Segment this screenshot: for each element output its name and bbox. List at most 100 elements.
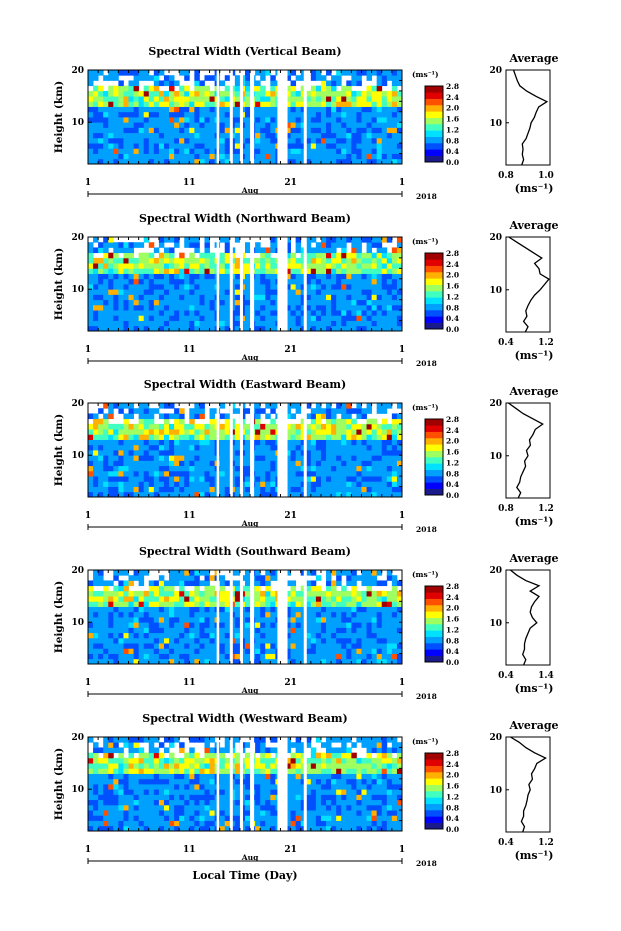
heatmap-cell bbox=[351, 627, 357, 634]
heatmap-cell bbox=[153, 137, 160, 144]
colorbar-tick-label: 2.8 bbox=[446, 249, 459, 258]
heatmap-cell bbox=[346, 158, 352, 165]
heatmap-cell bbox=[184, 320, 190, 327]
heatmap-cell bbox=[376, 403, 383, 409]
heatmap-cell bbox=[351, 476, 357, 482]
heatmap-cell bbox=[326, 632, 332, 639]
heatmap-cell bbox=[356, 143, 362, 149]
heatmap-cell bbox=[381, 653, 388, 660]
colorbar-swatch bbox=[425, 592, 443, 599]
heatmap-cell bbox=[300, 143, 307, 149]
heatmap-cell bbox=[128, 439, 134, 446]
heatmap-cell bbox=[148, 643, 155, 649]
heatmap-cell bbox=[224, 127, 231, 134]
heatmap-cell bbox=[326, 158, 332, 165]
heatmap-cell bbox=[270, 601, 276, 607]
heatmap-cell bbox=[163, 439, 170, 446]
heatmap-cell bbox=[320, 601, 327, 607]
heatmap-cell bbox=[396, 627, 403, 634]
heatmap-cell bbox=[290, 106, 297, 113]
heatmap-cell bbox=[209, 106, 216, 113]
heatmap-cell bbox=[300, 90, 307, 97]
heatmap-cell bbox=[336, 143, 342, 149]
heatmap-cell bbox=[290, 653, 297, 660]
heatmap-cell bbox=[270, 606, 276, 613]
heatmap-cell bbox=[331, 460, 337, 467]
heatmap-cell bbox=[128, 325, 134, 332]
heatmap-cell bbox=[88, 580, 94, 587]
heatmap-cell bbox=[320, 450, 327, 456]
heatmap-cell bbox=[179, 658, 185, 665]
heatmap-cell bbox=[123, 70, 129, 76]
heatmap-cell bbox=[376, 158, 383, 165]
colorbar-swatch bbox=[425, 291, 443, 298]
heatmap-cell bbox=[376, 320, 383, 327]
heatmap-cell bbox=[386, 137, 393, 144]
heatmap-cell bbox=[108, 653, 114, 660]
heatmap-cell bbox=[174, 143, 180, 149]
heatmap-cell bbox=[123, 153, 129, 160]
colorbar-tick-label: 0.0 bbox=[446, 158, 459, 167]
heatmap-cell bbox=[163, 773, 170, 780]
heatmap-cell bbox=[290, 491, 297, 498]
heatmap-cell bbox=[255, 450, 261, 456]
heatmap-cell bbox=[285, 143, 291, 149]
heatmap-cell bbox=[103, 439, 109, 446]
heatmap-cell bbox=[174, 627, 180, 634]
heatmap-cell bbox=[169, 585, 175, 592]
heatmap-cell bbox=[194, 784, 200, 790]
heatmap-cell bbox=[224, 439, 231, 446]
heatmap-cell bbox=[376, 408, 383, 414]
heatmap-cell bbox=[98, 127, 104, 134]
heatmap-cell bbox=[98, 444, 104, 451]
heatmap-cell bbox=[148, 310, 155, 316]
heatmap-cell bbox=[245, 153, 251, 160]
heatmap-cell bbox=[153, 278, 160, 285]
heatmap-cell bbox=[199, 143, 205, 149]
heatmap-cell bbox=[143, 252, 150, 259]
heatmap-cell bbox=[123, 263, 129, 269]
heatmap-cell bbox=[341, 278, 347, 285]
heatmap-cell bbox=[209, 590, 216, 597]
heatmap-cell bbox=[219, 310, 226, 316]
heatmap-cell bbox=[234, 304, 241, 311]
heatmap-cell bbox=[391, 252, 398, 259]
heatmap-cell bbox=[351, 643, 357, 649]
panel-title: Spectral Width (Westward Beam) bbox=[142, 712, 347, 725]
heatmap-cell bbox=[158, 799, 165, 806]
heatmap-cell bbox=[189, 101, 195, 107]
heatmap-cell bbox=[189, 627, 195, 634]
heatmap-cell bbox=[351, 247, 357, 254]
heatmap-cell bbox=[163, 481, 170, 487]
heatmap-cell bbox=[346, 320, 352, 327]
heatmap-cell bbox=[143, 137, 150, 144]
heatmap-cell bbox=[184, 304, 190, 311]
heatmap-cell bbox=[123, 96, 129, 102]
colorbar-swatch bbox=[425, 636, 443, 644]
heatmap-cell bbox=[118, 637, 124, 644]
heatmap-cell bbox=[331, 294, 337, 301]
heatmap-cell bbox=[108, 310, 114, 316]
heatmap-cell bbox=[174, 637, 180, 644]
heatmap-cell bbox=[260, 648, 266, 654]
heatmap-cell bbox=[148, 658, 155, 665]
heatmap-cell bbox=[138, 315, 145, 321]
heatmap-cell bbox=[341, 486, 347, 493]
heatmap-cell bbox=[174, 450, 180, 456]
heatmap-cell bbox=[143, 85, 150, 92]
heatmap-cell bbox=[391, 117, 398, 123]
heatmap-cell bbox=[143, 132, 150, 139]
heatmap-cell bbox=[204, 460, 210, 467]
heatmap-cell bbox=[194, 815, 200, 821]
heatmap-cell bbox=[285, 85, 291, 92]
heatmap-cell bbox=[169, 127, 175, 134]
heatmap-cell bbox=[265, 476, 271, 482]
heatmap-cell bbox=[108, 789, 114, 795]
heatmap-cell bbox=[184, 632, 190, 639]
heatmap-cell bbox=[331, 252, 337, 259]
heatmap-cell bbox=[179, 757, 185, 764]
heatmap-cell bbox=[356, 617, 362, 623]
heatmap-cell bbox=[88, 444, 94, 451]
heatmap-cell bbox=[341, 637, 347, 644]
data-gap bbox=[277, 403, 288, 497]
